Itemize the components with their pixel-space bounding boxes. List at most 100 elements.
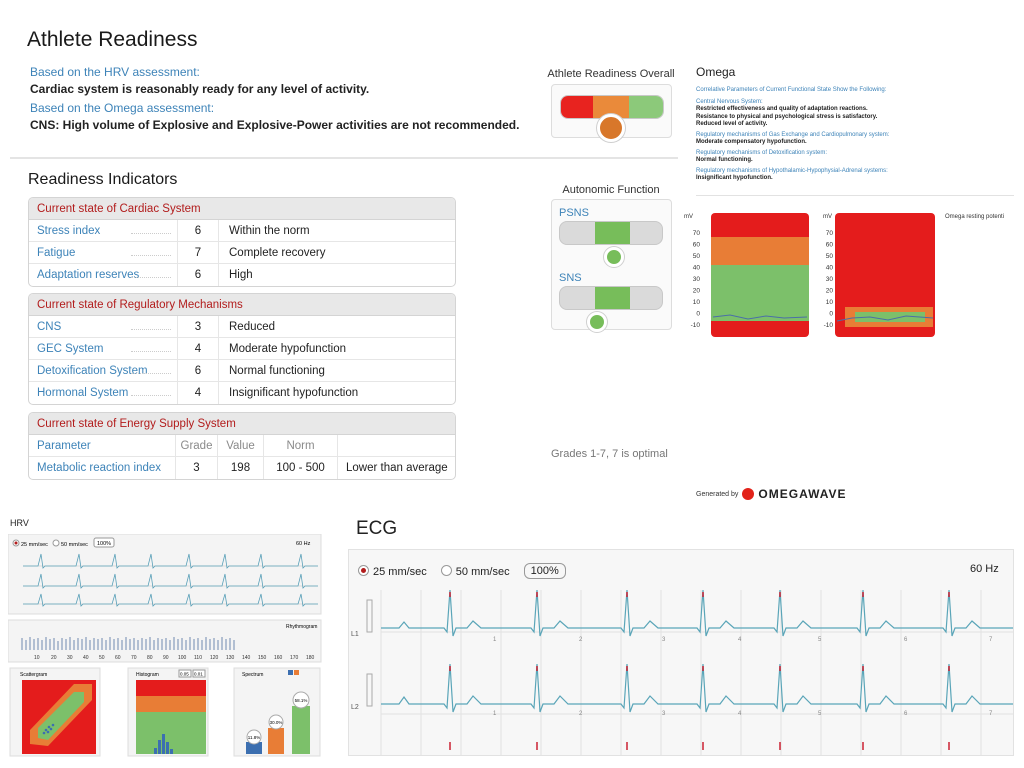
- y-tick: 40: [693, 265, 701, 272]
- omega-system-label: Central Nervous System:: [696, 98, 763, 105]
- ecg-zoom-button[interactable]: 100%: [523, 563, 566, 579]
- omega-system-label: Regulatory mechanisms of Hypothalamic-Hy…: [696, 167, 888, 174]
- row-name[interactable]: CNS: [37, 321, 62, 333]
- beat-number: 4: [738, 711, 742, 717]
- y-tick: 0: [696, 311, 700, 318]
- row-name[interactable]: Detoxification System: [37, 365, 148, 377]
- scattergram-label: Scattergram: [20, 672, 47, 678]
- col-comment: [337, 435, 455, 456]
- beat-number: 2: [579, 637, 583, 643]
- col-norm: Norm: [263, 435, 337, 456]
- y-tick: 50: [693, 253, 701, 260]
- y-tick: 20: [693, 288, 701, 295]
- table-row: Fatigue 7 Complete recovery: [29, 242, 455, 264]
- omega-finding: Moderate compensatory hypofunction.: [696, 139, 807, 145]
- y-tick: 70: [826, 230, 834, 237]
- calibration-mark: [366, 599, 373, 633]
- y-tick: -10: [691, 322, 701, 329]
- histogram-button[interactable]: [178, 669, 192, 678]
- omega-chart-left: [711, 213, 809, 337]
- y-tick: 0: [829, 311, 833, 318]
- hrv-assessment-heading: Based on the HRV assessment:: [30, 65, 200, 79]
- omega-system-label: Regulatory mechanisms of Detoxification …: [696, 149, 828, 156]
- y-tick: 10: [826, 299, 834, 306]
- row-norm: 100 - 500: [263, 457, 337, 479]
- ecg-traces: L1 L2 1 2 3 4 5 6 7 1 2 3 4 5 6 7: [351, 589, 1013, 756]
- omega-intro: Correlative Parameters of Current Functi…: [696, 87, 887, 93]
- omega-finding: Reduced level of activity.: [696, 121, 768, 127]
- row-description: High: [229, 269, 253, 281]
- svg-text:130: 130: [226, 655, 235, 661]
- sns-level: [595, 287, 630, 309]
- hrv-zoom-button[interactable]: [93, 537, 115, 548]
- lead-l2-trace: [381, 663, 1013, 713]
- row-grade: 6: [177, 220, 219, 241]
- row-name[interactable]: Hormonal System: [37, 387, 129, 399]
- psns-level: [595, 222, 630, 244]
- y-tick: 10: [693, 299, 701, 306]
- row-description: Reduced: [229, 321, 276, 333]
- ecg-speed-25-option[interactable]: 25 mm/sec: [358, 564, 427, 578]
- y-tick: 60: [826, 242, 834, 249]
- y-tick: 70: [693, 230, 701, 237]
- scattergram: Scattergram: [9, 667, 101, 757]
- omega-assessment-heading: Based on the Omega assessment:: [30, 101, 215, 115]
- omega-divider: [696, 195, 1014, 196]
- ecg-speed-50-option[interactable]: 50 mm/sec: [440, 564, 510, 578]
- row-grade: 6: [177, 360, 219, 381]
- beat-number: 7: [989, 637, 993, 643]
- beat-number: 3: [662, 637, 666, 643]
- generated-by-label: Generated by: [696, 490, 739, 498]
- lead-label: L1: [351, 631, 359, 638]
- spectrum-hf-value: 58.1%: [295, 698, 308, 703]
- omega-title: Omega: [696, 65, 736, 79]
- svg-text:10: 10: [34, 655, 40, 661]
- col-parameter: Parameter: [37, 440, 91, 452]
- row-description: Complete recovery: [229, 247, 326, 259]
- table-row: Metabolic reaction index 3 198 100 - 500…: [29, 457, 455, 479]
- row-grade: 4: [177, 338, 219, 359]
- gauge-segment-orange: [593, 96, 629, 118]
- lead-l1-trace: [381, 589, 1013, 637]
- row-description: Insignificant hypofunction: [229, 387, 359, 399]
- rhythmogram-label: Rhythmogram: [286, 624, 317, 630]
- spectrum-vlf-value: 11.8%: [248, 735, 260, 740]
- beat-number: 5: [818, 637, 822, 643]
- svg-text:40: 40: [83, 655, 89, 661]
- row-name[interactable]: GEC System: [37, 343, 104, 355]
- svg-text:80: 80: [147, 655, 153, 661]
- omegawave-logo-icon: [742, 488, 755, 500]
- beat-number: 4: [738, 637, 742, 643]
- hrv-speed-50-label: 50 mm/sec: [61, 542, 88, 548]
- energy-supply-heading: Current state of Energy Supply System: [29, 413, 455, 435]
- row-grade: 3: [175, 457, 217, 479]
- autonomic-function-label: Autonomic Function: [562, 184, 660, 196]
- hrv-assessment-message: Cardiac system is reasonably ready for a…: [30, 82, 370, 96]
- beat-number: 6: [904, 637, 908, 643]
- row-name[interactable]: Adaptation reserves: [37, 269, 140, 281]
- spectrum-option[interactable]: [288, 670, 293, 675]
- page-title: Athlete Readiness: [27, 28, 198, 51]
- spectrum-option[interactable]: [294, 670, 299, 675]
- y-tick: 50: [826, 253, 834, 260]
- sns-indicator: [587, 312, 607, 332]
- histogram-button[interactable]: [192, 669, 206, 678]
- table-row: CNS 3 Reduced: [29, 316, 455, 338]
- hrv-radio-50[interactable]: [52, 539, 60, 547]
- svg-text:120: 120: [210, 655, 219, 661]
- row-name[interactable]: Fatigue: [37, 247, 76, 259]
- row-name[interactable]: Metabolic reaction index: [37, 462, 162, 474]
- psns-indicator: [604, 247, 624, 267]
- row-name[interactable]: Stress index: [37, 225, 101, 237]
- readiness-indicators-title: Readiness Indicators: [28, 171, 178, 188]
- beat-number: 2: [579, 711, 583, 717]
- col-value: Value: [217, 435, 263, 456]
- sns-gauge: [559, 286, 663, 310]
- beat-number: 3: [662, 711, 666, 717]
- svg-text:150: 150: [258, 655, 267, 661]
- omega-finding: Resistance to physical and psychological…: [696, 113, 878, 120]
- row-description: Normal functioning: [229, 365, 325, 377]
- energy-supply-table: Current state of Energy Supply System Pa…: [28, 412, 456, 480]
- psns-label: PSNS: [559, 207, 589, 219]
- ecg-panel: [348, 549, 1014, 756]
